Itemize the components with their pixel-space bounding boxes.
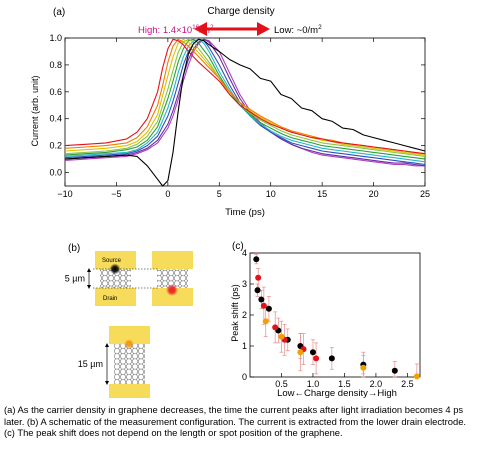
device-2-bottom-electrode	[152, 288, 193, 306]
scatter-point-1	[313, 355, 320, 362]
x-tick-label-c: 2.0	[370, 379, 383, 389]
series-line-3	[64, 38, 426, 156]
device-1: Source Drain	[95, 251, 136, 306]
orange-laser-spot	[124, 339, 134, 349]
y-tick-label-c: 0	[242, 372, 247, 382]
scatter-point-0	[258, 296, 265, 303]
length-5um-label: 5 µm	[65, 274, 85, 284]
x-tick-label-c: 2.5	[401, 379, 414, 389]
scatter-point-2	[360, 364, 367, 371]
series-line-9	[64, 38, 425, 167]
y-tick-label-a: 1.0	[49, 33, 62, 43]
scatter-point-0	[254, 287, 261, 294]
y-tick-label-a: 0.8	[49, 60, 62, 70]
x-tick-label-a: 25	[420, 189, 430, 199]
y-tick-label-c: 2	[242, 310, 247, 320]
panel-b-label: (b)	[68, 243, 80, 254]
scatter-point-1	[272, 324, 279, 331]
series-line-8	[64, 38, 426, 167]
series-line-1	[64, 38, 426, 155]
x-tick-label-c: 1.0	[307, 379, 320, 389]
caption-line-3: (c) The peak shift does not depend on th…	[4, 427, 343, 439]
device-3-top-electrode	[109, 326, 150, 344]
series-line-0	[64, 38, 426, 187]
drain-electrode	[95, 288, 136, 306]
x-tick-label-a: 20	[369, 189, 379, 199]
low-density-label: Low: ~0/m2	[274, 24, 322, 36]
scatter-point-0	[328, 355, 335, 362]
length-15um-label: 15 µm	[78, 359, 103, 369]
y-tick-label-a: 0.2	[49, 141, 62, 151]
y-tick-label-a: 0.0	[49, 168, 62, 178]
x-tick-label-a: 15	[317, 189, 327, 199]
x-tick-label-a: 10	[266, 189, 276, 199]
x-tick-label-c: 1.5	[338, 379, 351, 389]
graphene-channel-1	[100, 269, 131, 288]
device-2-top-electrode	[152, 251, 193, 269]
source-electrode	[95, 251, 136, 269]
panel-c: (c) Peak shift (ps) 0.5 1.0 1.5 2.0 2.5 0 1 2 3 4…	[230, 241, 421, 399]
plot-a-frame	[64, 37, 426, 187]
x-tick-label-a: −5	[111, 189, 121, 199]
scatter-point-2	[262, 318, 269, 325]
graphene-channel-2	[157, 269, 188, 288]
scatter-point-2	[413, 373, 420, 380]
scatter-point-0	[309, 349, 316, 356]
y-tick-label-a: 0.4	[49, 114, 62, 124]
x-axis-label-c: Low←Charge density→High	[277, 388, 397, 399]
panel-c-label: (c)	[232, 241, 244, 252]
x-tick-label-a: −10	[57, 189, 72, 199]
x-tick-label-c: 0.5	[275, 379, 288, 389]
device-2	[152, 251, 193, 306]
series-line-4	[64, 38, 426, 157]
caption-line-2: later. (b) A schematic of the measuremen…	[4, 415, 467, 427]
caption-line-1: (a) As the carrier density in graphene d…	[4, 404, 464, 415]
scatter-point-0	[391, 367, 398, 374]
dimension-5um: 5 µm	[65, 268, 158, 289]
double-arrow-icon	[194, 22, 270, 36]
y-axis-label-a: Current (arb. unit)	[30, 75, 40, 146]
plot-a: −10 −5 0 5 10 15 20 25 0.0 0.2 0.4 0.6 0.8 1.0	[49, 33, 430, 199]
scatter-point-1	[260, 302, 267, 309]
y-tick-label-c: 3	[242, 279, 247, 289]
scatter-point-0	[265, 305, 272, 312]
y-axis-label-c: Peak shift (ps)	[230, 284, 240, 342]
scatter-point-2	[278, 333, 285, 340]
graphene-channel-3	[114, 344, 145, 384]
x-tick-label-a: 5	[217, 189, 222, 199]
y-tick-label-a: 0.6	[49, 87, 62, 97]
plot-c: 0.5 1.0 1.5 2.0 2.5 0 1 2 3 4	[242, 248, 421, 389]
y-tick-label-c: 1	[242, 341, 247, 351]
panel-b: (b) Source Drain 5 µm	[65, 243, 193, 398]
panel-a-label: (a)	[53, 7, 65, 18]
drain-label: Drain	[103, 296, 117, 302]
figure-caption: (a) As the carrier density in graphene d…	[4, 404, 488, 439]
x-axis-label-a: Time (ps)	[225, 207, 265, 218]
series-line-5	[64, 38, 426, 160]
scatter-point-1	[255, 274, 262, 281]
source-label: Source	[102, 258, 122, 264]
charge-density-header: Charge density	[207, 6, 274, 17]
y-tick-label-c: 4	[242, 248, 247, 258]
device-3-bottom-electrode	[109, 384, 150, 398]
scatter-point-0	[253, 256, 260, 263]
device-3: 15 µm	[78, 326, 150, 398]
x-tick-label-a: 0	[165, 189, 170, 199]
panel-a: (a) Charge density High: 1.4×1016/m2 Low…	[30, 6, 430, 218]
red-laser-spot	[166, 284, 178, 296]
scatter-point-2	[297, 349, 304, 356]
